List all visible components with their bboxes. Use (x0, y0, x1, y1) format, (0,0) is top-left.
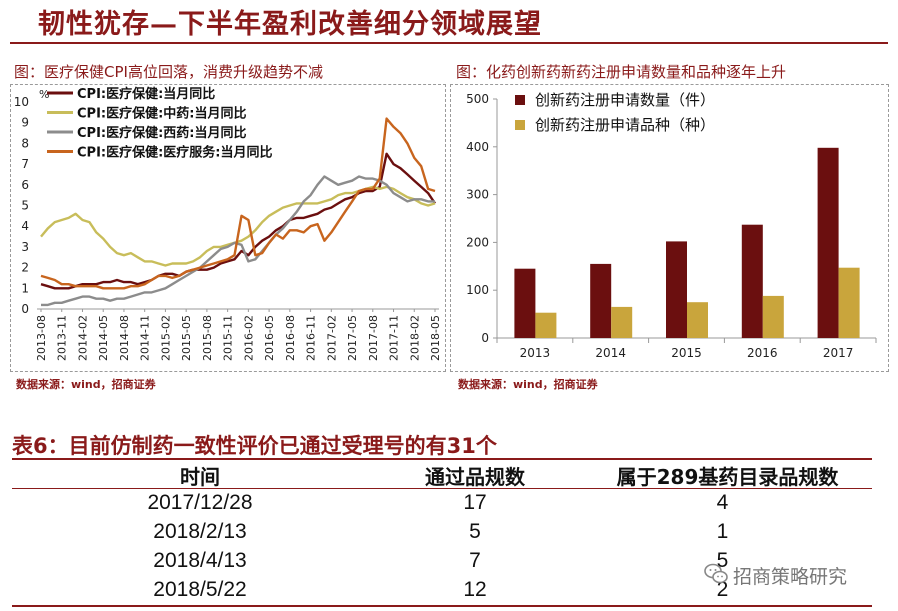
y-tick-label: 400 (466, 140, 489, 154)
legend-label: CPI:医疗保健:当月同比 (77, 86, 215, 102)
bar (762, 295, 784, 338)
x-tick-label: 2013-08 (35, 315, 48, 361)
table-cell-time: 2018/5/22 (153, 578, 247, 601)
x-tick-label: 2014-02 (76, 315, 89, 361)
bar (687, 302, 708, 338)
table-top-rule (12, 458, 872, 460)
table-title: 表6：目前仿制药一致性评价已通过受理号的有31个 (12, 434, 497, 458)
table-cell-basic-drug: 4 (716, 491, 729, 514)
y-tick-label: 0 (481, 331, 489, 345)
x-tick-label: 2016-08 (284, 315, 297, 361)
x-tick-label: 2014-08 (118, 315, 131, 361)
legend-label: 创新药注册申请数量（件） (535, 91, 715, 109)
series-line (40, 117, 436, 290)
legend-swatch (515, 120, 525, 130)
watermark-text: 招商策略研究 (733, 566, 848, 588)
page-title: 韧性犹存—下半年盈利改善细分领域展望 (38, 9, 542, 40)
table-header-time: 时间 (180, 465, 220, 489)
table-cell-time: 2017/12/28 (147, 491, 253, 514)
left-chart-frame: 0 1 2 3 4 5 6 7 8 9 10% 2013-08 2013-11 2014-02 2014-0… (10, 84, 446, 372)
x-tick-label: 2013-11 (56, 315, 69, 361)
left-source: 数据来源：wind，招商证券 (16, 378, 156, 391)
x-tick-label: 2018-02 (408, 315, 421, 361)
left-chart-title: 图：医疗保健CPI高位回落，消费升级趋势不减 (14, 63, 323, 81)
legend-label: CPI:医疗保健:中药:当月同比 (77, 106, 247, 122)
x-tick-label: 2014 (595, 346, 626, 360)
x-tick-label: 2015 (671, 346, 702, 360)
y-tick-label: 500 (466, 92, 489, 106)
table-cell-passed: 5 (469, 520, 481, 543)
table-header-basic-drug: 属于289基药目录品规数 (616, 465, 839, 489)
table-cell-time: 2018/2/13 (153, 520, 247, 543)
x-tick-label: 2015-08 (201, 315, 214, 361)
bar (514, 268, 536, 338)
right-source: 数据来源：wind，招商证券 (458, 378, 598, 391)
right-chart-title: 图：化药创新药新药注册申请数量和品种逐年上升 (456, 63, 787, 81)
x-tick-label: 2017 (823, 346, 854, 360)
y-tick-label: 8 (21, 136, 29, 150)
table-cell-passed: 17 (463, 491, 487, 514)
table-cell-basic-drug: 5 (716, 549, 729, 572)
bar (817, 147, 839, 338)
series-line (41, 175, 435, 307)
bar (535, 312, 557, 338)
bar (666, 241, 687, 338)
x-tick-label: 2014-05 (97, 315, 110, 361)
x-tick-label: 2017-08 (367, 315, 380, 361)
y-tick-label: 4 (21, 219, 29, 233)
x-tick-label: 2016-05 (263, 315, 276, 361)
table-cell-passed: 12 (463, 578, 487, 601)
y-tick-label: 2 (21, 261, 29, 275)
table-header-passed: 通过品规数 (425, 465, 525, 489)
table-cell-basic-drug: 2 (716, 578, 729, 601)
table-cell-passed: 7 (469, 549, 481, 572)
legend-label: 创新药注册申请品种（种） (535, 116, 715, 134)
x-tick-label: 2017-02 (325, 315, 338, 361)
y-tick-label: 300 (466, 188, 489, 202)
x-tick-label: 2016-11 (305, 315, 318, 361)
x-tick-label: 2013 (520, 346, 551, 360)
x-tick-label: 2015-11 (222, 315, 235, 361)
x-tick-label: 2014-11 (139, 315, 152, 361)
y-tick-label: 6 (21, 178, 29, 192)
wechat-icon (704, 563, 728, 584)
y-axis-unit: % (39, 88, 49, 101)
x-tick-label: 2016 (747, 346, 778, 360)
drug-registration-bar-chart: 0 100 200 300 400 500 2013 2014 2015 2016 2017 创新药注… (466, 91, 877, 360)
bar (741, 224, 763, 338)
y-tick-label: 9 (21, 116, 29, 130)
y-tick-label: 0 (21, 302, 29, 316)
bar (611, 306, 633, 338)
series-line (40, 152, 436, 290)
legend-label: CPI:医疗保健:医疗服务:当月同比 (77, 145, 273, 161)
y-tick-label: 100 (466, 283, 489, 297)
legend-swatch (515, 95, 525, 105)
bar (590, 263, 612, 338)
y-tick-label: 7 (21, 157, 29, 171)
x-tick-label: 2018-05 (429, 315, 442, 361)
legend-label: CPI:医疗保健:西药:当月同比 (77, 125, 247, 141)
y-tick-label: 10 (14, 95, 29, 109)
y-tick-label: 3 (21, 240, 29, 254)
table-bottom-rule (12, 605, 872, 607)
y-tick-label: 1 (21, 281, 29, 295)
x-tick-label: 2015-05 (180, 315, 193, 361)
x-tick-label: 2015-02 (159, 315, 172, 361)
x-tick-label: 2016-02 (242, 315, 255, 361)
table-header-rule (12, 488, 872, 489)
cpi-line-chart: 0 1 2 3 4 5 6 7 8 9 10% 2013-08 2013-11 2014-02 2014-0… (14, 86, 442, 361)
right-chart-frame: 0 100 200 300 400 500 2013 2014 2015 2016 2017 创新药注… (450, 84, 889, 372)
bar (838, 267, 860, 338)
y-tick-label: 200 (466, 235, 489, 249)
table-cell-time: 2018/4/13 (153, 549, 247, 572)
title-divider (10, 42, 888, 44)
x-tick-label: 2017-05 (346, 315, 359, 361)
table-cell-basic-drug: 1 (716, 520, 729, 543)
y-tick-label: 5 (21, 199, 29, 213)
x-tick-label: 2017-11 (388, 315, 401, 361)
